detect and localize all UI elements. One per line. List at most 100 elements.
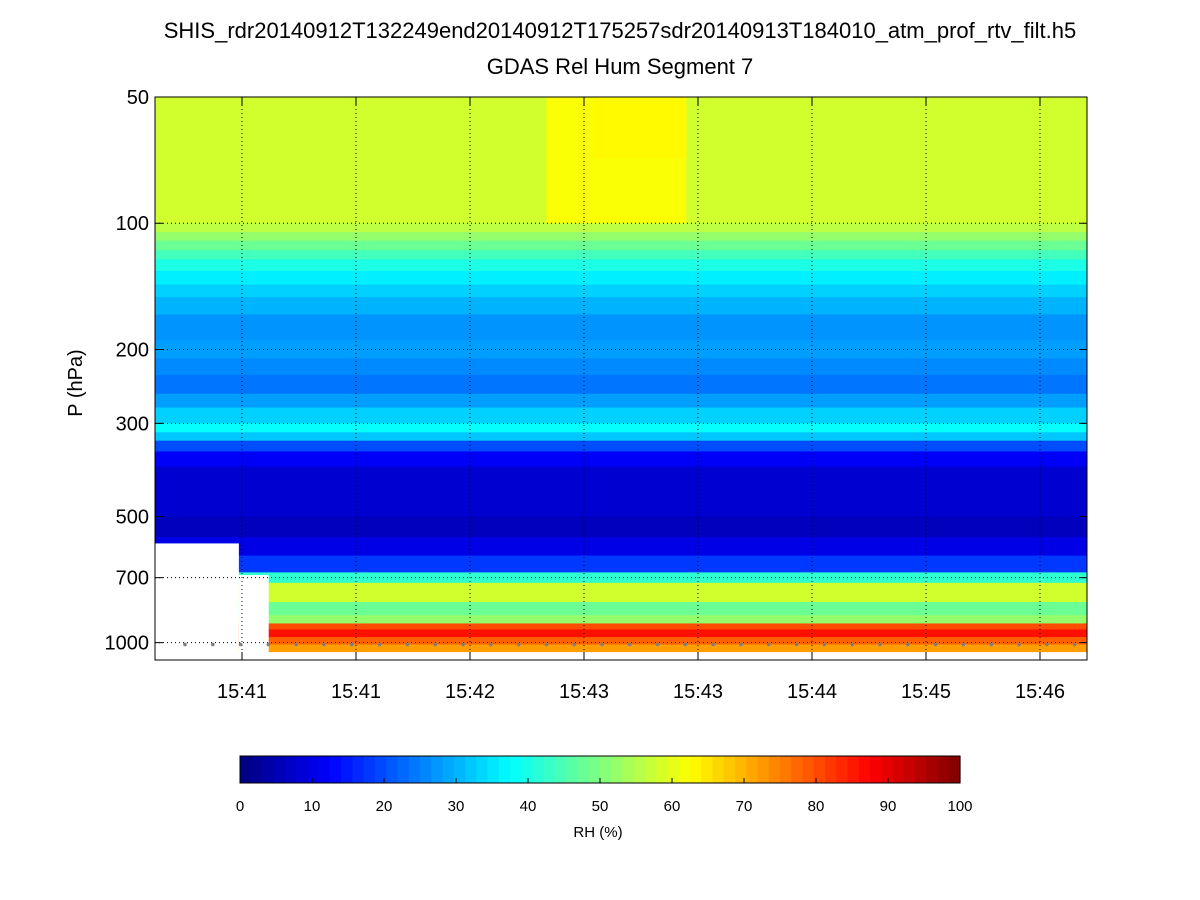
surface-marker [461, 642, 465, 647]
surface-marker [767, 642, 771, 647]
colorbar-segment [701, 756, 714, 783]
surface-marker [711, 642, 715, 647]
heatmap-band-16 [155, 432, 1087, 442]
colorbar-segment [408, 756, 421, 783]
colorbar-segment [498, 756, 511, 783]
colorbar-segment [656, 756, 669, 783]
colorbar-segment [566, 756, 579, 783]
surface-marker [655, 642, 660, 647]
colorbar-segment [667, 756, 680, 783]
surface-marker [1072, 642, 1077, 647]
surface-marker [405, 642, 410, 647]
colorbar-segment [678, 756, 691, 783]
y-tick-label-2: 200 [116, 339, 149, 361]
colorbar-segment [296, 756, 309, 783]
colorbar-segment [442, 756, 455, 783]
colorbar-segment [926, 756, 939, 783]
surface-marker [516, 642, 521, 647]
colorbar-segment [712, 756, 725, 783]
heatmap-band-4 [155, 250, 1087, 261]
colorbar-segment [780, 756, 792, 783]
colorbar-segment [892, 756, 905, 783]
chart-subtitle: GDAS Rel Hum Segment 7 [486, 54, 754, 79]
surface-marker [794, 642, 799, 647]
colorbar-segment [858, 756, 871, 783]
colorbar-segment [768, 756, 781, 783]
colorbar-segment [633, 756, 646, 783]
y-axis-ticks: 50 100 200 300 500 700 1000 [105, 87, 1087, 655]
colorbar-tick-label-3: 30 [448, 798, 465, 815]
heatmap-band-17 [155, 440, 1087, 453]
heatmap-band-26 [155, 615, 1087, 625]
colorbar-tick-label-2: 20 [376, 798, 393, 815]
heatmap-band-14 [155, 407, 1087, 424]
colorbar-segment [476, 756, 489, 783]
surface-marker [572, 642, 576, 647]
heatmap-band-8 [155, 297, 1087, 316]
colorbar-segment [757, 756, 770, 783]
heatmap-band-2 [155, 232, 1087, 242]
colorbar-segment [881, 756, 894, 783]
heatmap-band-20 [155, 516, 1087, 538]
y-axis-label: P (hPa) [65, 349, 87, 416]
colorbar-segment [453, 756, 466, 783]
surface-marker [906, 642, 910, 647]
y-tick-label-1: 100 [116, 213, 149, 235]
colorbar-segment [240, 756, 252, 783]
plot-frame [154, 96, 1088, 661]
surface-marker [433, 642, 438, 647]
surface-marker [822, 642, 827, 647]
heatmap-band-5 [155, 259, 1087, 272]
colorbar-segment [825, 756, 837, 783]
heatmap-band-7 [155, 284, 1087, 298]
colorbar-segment [555, 756, 567, 783]
surface-marker [600, 642, 604, 647]
surface-marker [1045, 642, 1049, 647]
colorbar-segment [397, 756, 410, 783]
colorbar-segment [420, 756, 432, 783]
heatmap-cell-upper-1 [593, 97, 687, 159]
surface-marker [238, 642, 243, 647]
surface-marker [739, 642, 743, 647]
surface-marker [322, 642, 326, 647]
heatmap-band-23 [155, 572, 1087, 584]
colorbar-segment [870, 756, 882, 783]
x-tick-label-3: 15:43 [559, 681, 609, 703]
surface-marker [489, 642, 493, 647]
missing-data-regions [155, 543, 269, 660]
heatmap-band-29 [155, 637, 1087, 646]
colorbar-segment [847, 756, 860, 783]
heatmap-band-1 [155, 223, 1087, 233]
colorbar-label: RH (%) [573, 824, 622, 841]
surface-marker [544, 642, 549, 647]
colorbar-segment [577, 756, 590, 783]
x-tick-label-6: 15:45 [901, 681, 951, 703]
y-tick-label-5: 700 [116, 568, 149, 590]
colorbar-segment [352, 756, 365, 783]
colorbar-segment [431, 756, 444, 783]
colorbar-segment [622, 756, 635, 783]
heatmap-band-13 [155, 393, 1087, 409]
colorbar-segment [735, 756, 747, 783]
heatmap-band-6 [155, 271, 1087, 286]
surface-marker [878, 642, 882, 647]
colorbar-segment [746, 756, 759, 783]
colorbar-segment [262, 756, 275, 783]
heatmap-band-11 [155, 358, 1087, 376]
x-tick-label-0: 15:41 [217, 681, 267, 703]
surface-marker [183, 642, 187, 647]
colorbar-segment [543, 756, 556, 783]
colorbar-segment [487, 756, 500, 783]
x-tick-label-2: 15:42 [445, 681, 495, 703]
colorbar-tick-label-9: 90 [880, 798, 897, 815]
colorbar [239, 755, 961, 784]
heatmap-band-24 [155, 582, 1087, 603]
surface-marker [683, 642, 688, 647]
heatmap-band-21 [155, 537, 1087, 557]
colorbar-segment [386, 756, 399, 783]
x-tick-label-1: 15:41 [331, 681, 381, 703]
heatmap-band-9 [155, 314, 1087, 341]
colorbar-tick-label-4: 40 [520, 798, 537, 815]
